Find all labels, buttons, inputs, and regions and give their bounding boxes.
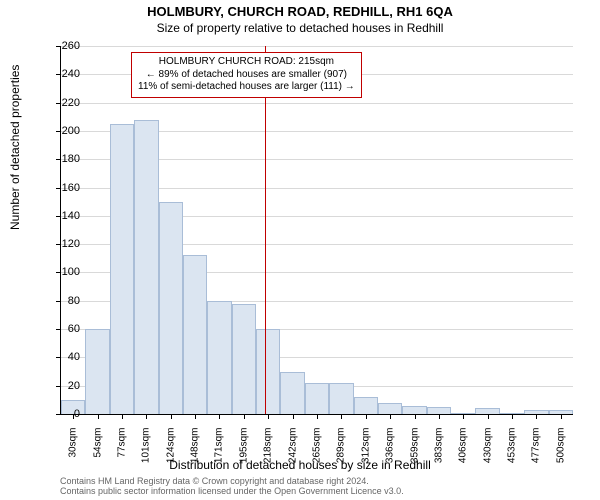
histogram-bar: [402, 406, 426, 414]
y-tick-label: 0: [50, 408, 80, 420]
plot-area: HOLMBURY CHURCH ROAD: 215sqm← 89% of det…: [60, 46, 573, 415]
histogram-bar: [183, 255, 207, 414]
histogram-bar: [159, 202, 183, 414]
y-tick-label: 140: [50, 210, 80, 222]
annotation-line: ← 89% of detached houses are smaller (90…: [138, 69, 355, 82]
chart-title: HOLMBURY, CHURCH ROAD, REDHILL, RH1 6QA: [0, 0, 600, 19]
annotation-line: HOLMBURY CHURCH ROAD: 215sqm: [138, 56, 355, 69]
y-tick-label: 40: [50, 351, 80, 363]
y-tick-label: 20: [50, 380, 80, 392]
histogram-bar: [427, 407, 451, 414]
footer-attribution: Contains HM Land Registry data © Crown c…: [60, 476, 404, 497]
histogram-bar: [207, 301, 231, 414]
histogram-bar: [305, 383, 329, 414]
reference-marker-line: [265, 46, 266, 414]
y-tick-label: 60: [50, 323, 80, 335]
histogram-bar: [256, 329, 280, 414]
histogram-chart: HOLMBURY, CHURCH ROAD, REDHILL, RH1 6QA …: [0, 0, 600, 500]
y-tick-label: 160: [50, 182, 80, 194]
x-axis-label: Distribution of detached houses by size …: [0, 458, 600, 472]
y-tick-label: 220: [50, 97, 80, 109]
footer-line2: Contains public sector information licen…: [60, 486, 404, 496]
histogram-bar: [110, 124, 134, 414]
y-tick-label: 100: [50, 266, 80, 278]
histogram-bar: [329, 383, 353, 414]
y-tick-label: 120: [50, 238, 80, 250]
y-tick-label: 260: [50, 40, 80, 52]
histogram-bar: [280, 372, 304, 414]
footer-line1: Contains HM Land Registry data © Crown c…: [60, 476, 404, 486]
histogram-bar: [232, 304, 256, 414]
annotation-callout: HOLMBURY CHURCH ROAD: 215sqm← 89% of det…: [131, 52, 362, 98]
histogram-bar: [134, 120, 158, 414]
histogram-bar: [85, 329, 109, 414]
y-tick-label: 180: [50, 153, 80, 165]
histogram-bar: [378, 403, 402, 414]
annotation-line: 11% of semi-detached houses are larger (…: [138, 81, 355, 94]
chart-subtitle: Size of property relative to detached ho…: [0, 19, 600, 35]
histogram-bar: [354, 397, 378, 414]
y-tick-label: 240: [50, 68, 80, 80]
y-tick-label: 80: [50, 295, 80, 307]
y-axis-label: Number of detached properties: [8, 65, 22, 230]
y-tick-label: 200: [50, 125, 80, 137]
